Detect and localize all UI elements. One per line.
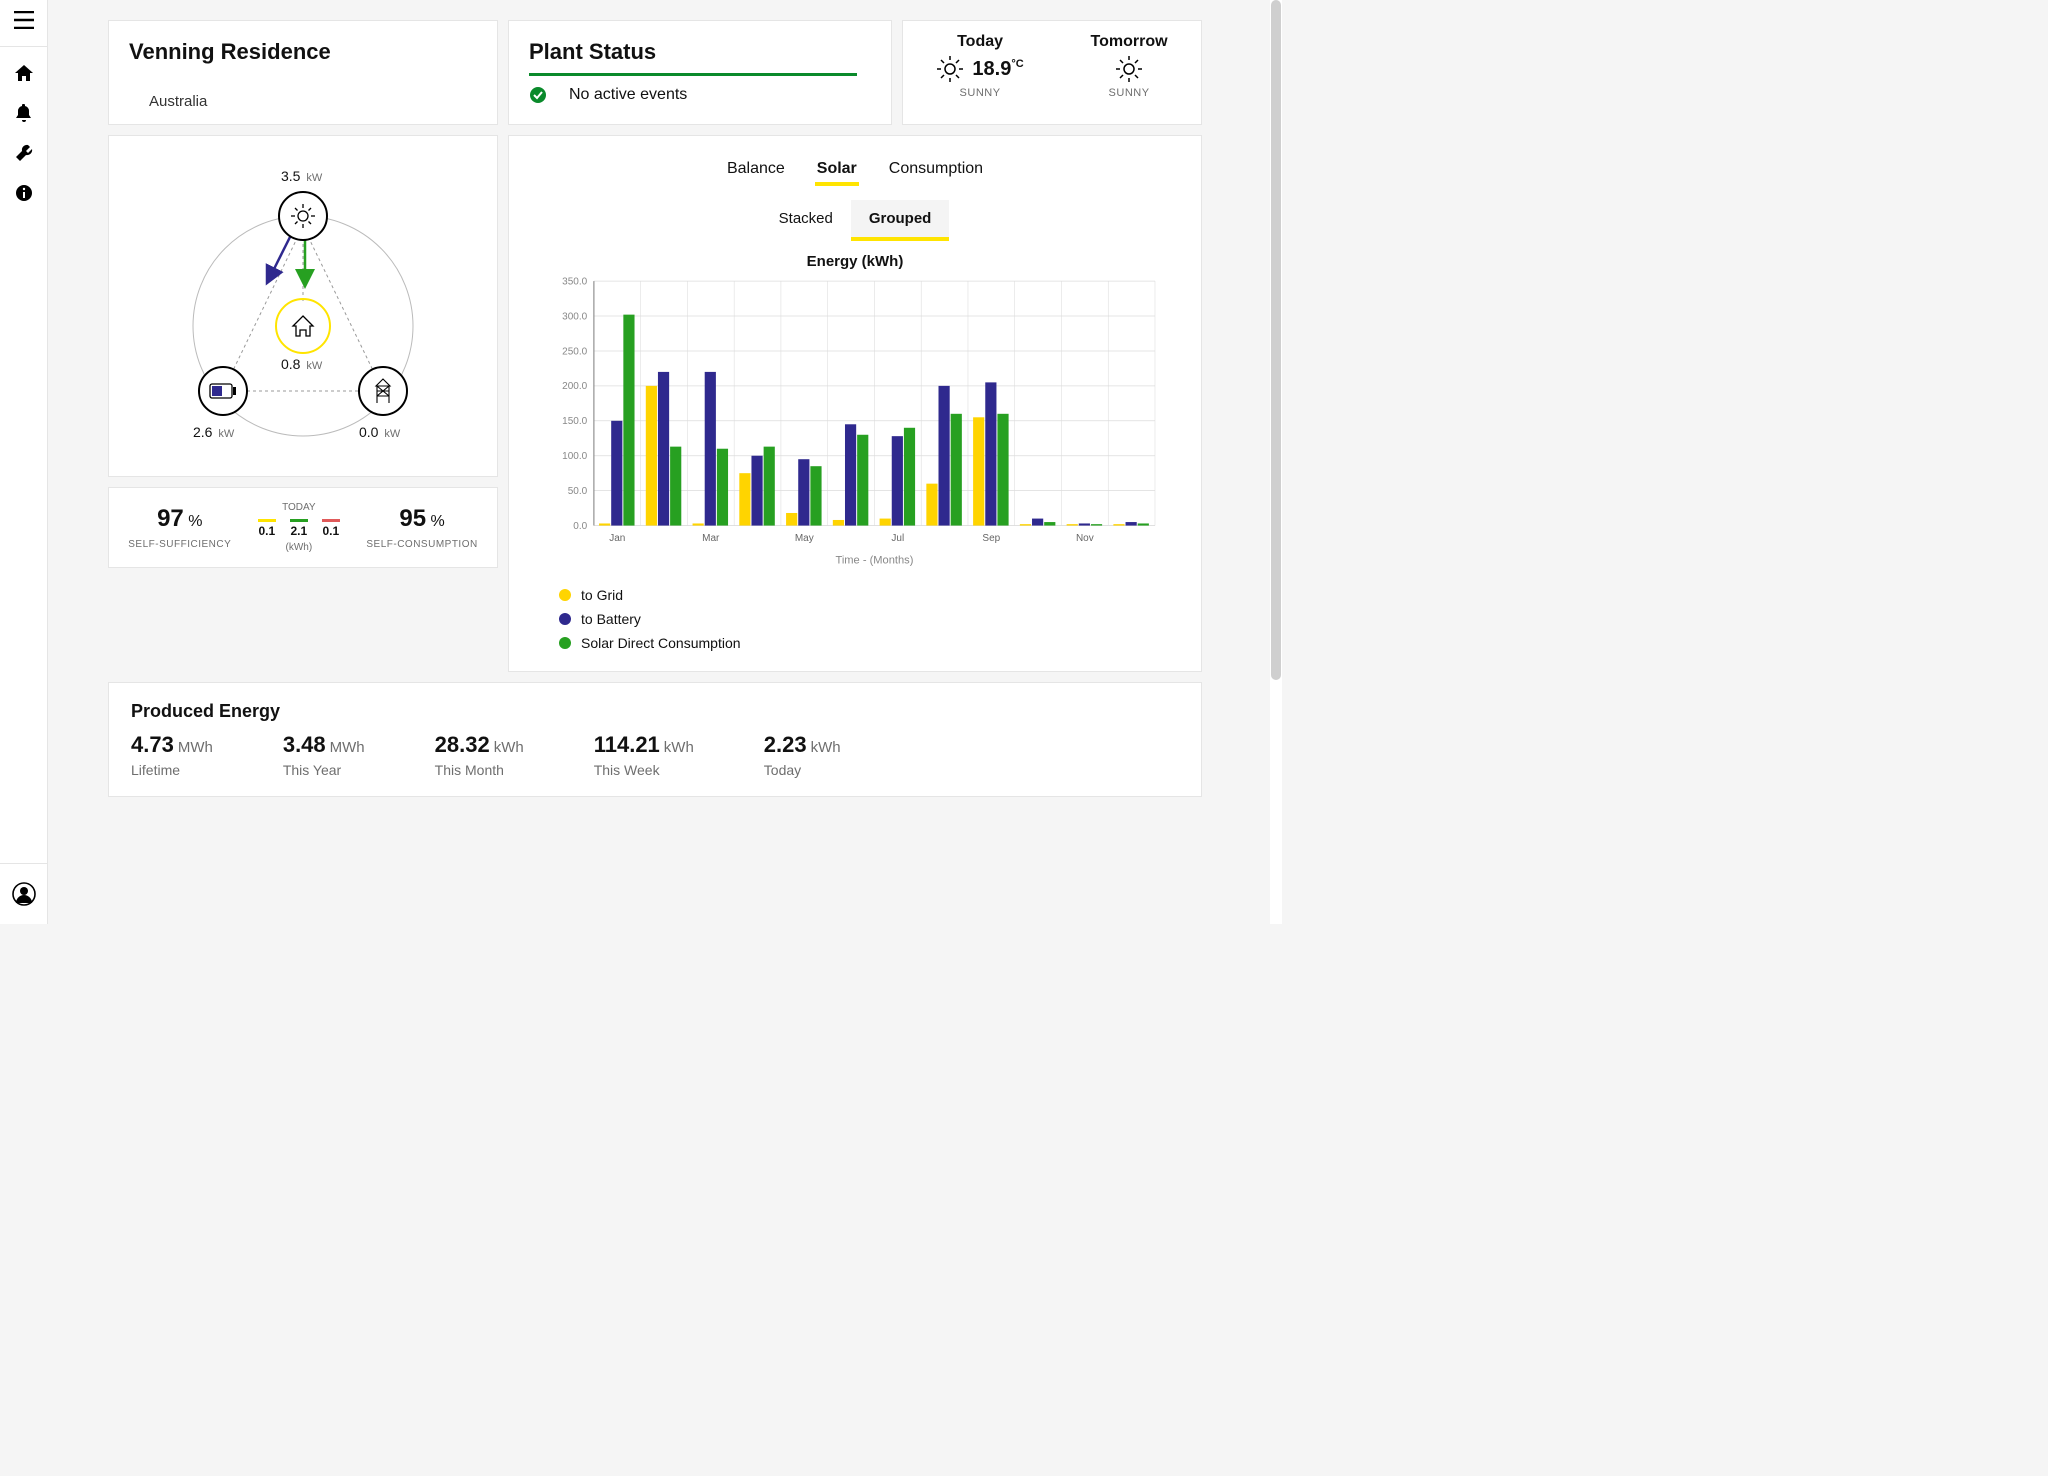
bell-icon[interactable] xyxy=(0,93,48,133)
kwh-item: 0.1 xyxy=(322,519,340,538)
svg-text:Mar: Mar xyxy=(702,533,720,544)
sun-icon xyxy=(1115,55,1143,83)
site-title: Venning Residence xyxy=(129,39,477,65)
status-underline xyxy=(529,73,857,76)
flow-card: 3.5 kW 0.8 kW 2.6 kW xyxy=(108,135,498,477)
produced-item: 4.73MWhLifetime xyxy=(131,732,213,778)
weather-tomorrow-label: Tomorrow xyxy=(1091,33,1168,51)
flow-battery-label: 2.6 kW xyxy=(193,424,234,440)
energy-chart: 0.0 50.0 100.0 150.0 200.0 250.0 300.0 350.0 Jan… xyxy=(529,270,1181,570)
weather-today-label: Today xyxy=(957,33,1003,51)
svg-text:Sep: Sep xyxy=(982,533,1000,544)
svg-text:Nov: Nov xyxy=(1076,533,1094,544)
tab-grouped[interactable]: Grouped xyxy=(851,200,950,241)
flow-node-battery xyxy=(198,366,248,416)
svg-text:Jul: Jul xyxy=(891,533,904,544)
weather-today-temp: 18.9 xyxy=(972,58,1011,80)
site-location: Australia xyxy=(149,93,477,110)
status-text: No active events xyxy=(569,86,687,104)
flow-grid-label: 0.0 kW xyxy=(359,424,400,440)
svg-text:350.0: 350.0 xyxy=(562,276,587,287)
produced-item: 2.23kWhToday xyxy=(764,732,841,778)
tab-solar[interactable]: Solar xyxy=(815,156,859,186)
flow-node-solar xyxy=(278,191,328,241)
self-consumption-label: SELF-CONSUMPTION xyxy=(366,539,477,550)
svg-text:250.0: 250.0 xyxy=(562,346,587,357)
svg-text:150.0: 150.0 xyxy=(562,416,587,427)
produced-energy-title: Produced Energy xyxy=(131,701,1179,722)
status-title: Plant Status xyxy=(529,39,871,65)
svg-text:Jan: Jan xyxy=(609,533,625,544)
check-icon xyxy=(529,86,547,104)
tab-consumption[interactable]: Consumption xyxy=(887,156,985,186)
kwh-label: (kWh) xyxy=(285,542,312,553)
scrollbar-thumb[interactable] xyxy=(1271,0,1281,680)
self-sufficiency-label: SELF-SUFFICIENCY xyxy=(128,539,231,550)
user-icon[interactable] xyxy=(0,874,48,914)
flow-node-home xyxy=(278,301,328,351)
kwh-item: 2.1 xyxy=(290,519,308,538)
svg-text:50.0: 50.0 xyxy=(568,486,588,497)
self-consumption-val: 95 xyxy=(399,505,426,532)
flow-home-label: 0.8 kW xyxy=(281,356,322,372)
weather-today-cond: SUNNY xyxy=(960,87,1001,99)
scrollbar[interactable] xyxy=(1270,0,1282,924)
metrics-card: 97 % SELF-SUFFICIENCY TODAY 0.12.10.1 (k… xyxy=(108,487,498,568)
weather-tomorrow-cond: SUNNY xyxy=(1109,87,1150,99)
today-label: TODAY xyxy=(282,502,316,513)
kwh-item: 0.1 xyxy=(258,519,276,538)
svg-text:Time - (Months): Time - (Months) xyxy=(835,554,913,566)
home-icon[interactable] xyxy=(0,53,48,93)
sidebar xyxy=(0,0,48,924)
flow-solar-label: 3.5 kW xyxy=(281,168,322,184)
svg-text:May: May xyxy=(795,533,814,544)
flow-node-grid xyxy=(358,366,408,416)
menu-icon[interactable] xyxy=(0,0,48,40)
chart-card: Balance Solar Consumption StackedGrouped E… xyxy=(508,135,1202,672)
tab-stacked[interactable]: Stacked xyxy=(761,200,851,241)
svg-text:100.0: 100.0 xyxy=(562,451,587,462)
weather-card: Today 18.9°C SUNNY Tomorrow SUNNY xyxy=(902,20,1202,125)
legend-item: to Battery xyxy=(559,611,1181,627)
svg-text:200.0: 200.0 xyxy=(562,381,587,392)
produced-item: 28.32kWhThis Month xyxy=(435,732,524,778)
sun-icon xyxy=(936,55,964,83)
weather-today-unit: °C xyxy=(1011,58,1023,70)
legend-item: Solar Direct Consumption xyxy=(559,635,1181,651)
produced-energy-card: Produced Energy 4.73MWhLifetime 3.48MWhTh… xyxy=(108,682,1202,797)
status-card: Plant Status No active events xyxy=(508,20,892,125)
site-card: Venning Residence Australia xyxy=(108,20,498,125)
svg-text:300.0: 300.0 xyxy=(562,311,587,322)
legend-item: to Grid xyxy=(559,587,1181,603)
self-sufficiency-val: 97 xyxy=(157,505,184,532)
info-icon[interactable] xyxy=(0,173,48,213)
chart-title: Energy (kWh) xyxy=(529,253,1181,270)
produced-item: 114.21kWhThis Week xyxy=(594,732,694,778)
produced-item: 3.48MWhThis Year xyxy=(283,732,365,778)
svg-text:0.0: 0.0 xyxy=(573,521,587,532)
wrench-icon[interactable] xyxy=(0,133,48,173)
tab-balance[interactable]: Balance xyxy=(725,156,787,186)
